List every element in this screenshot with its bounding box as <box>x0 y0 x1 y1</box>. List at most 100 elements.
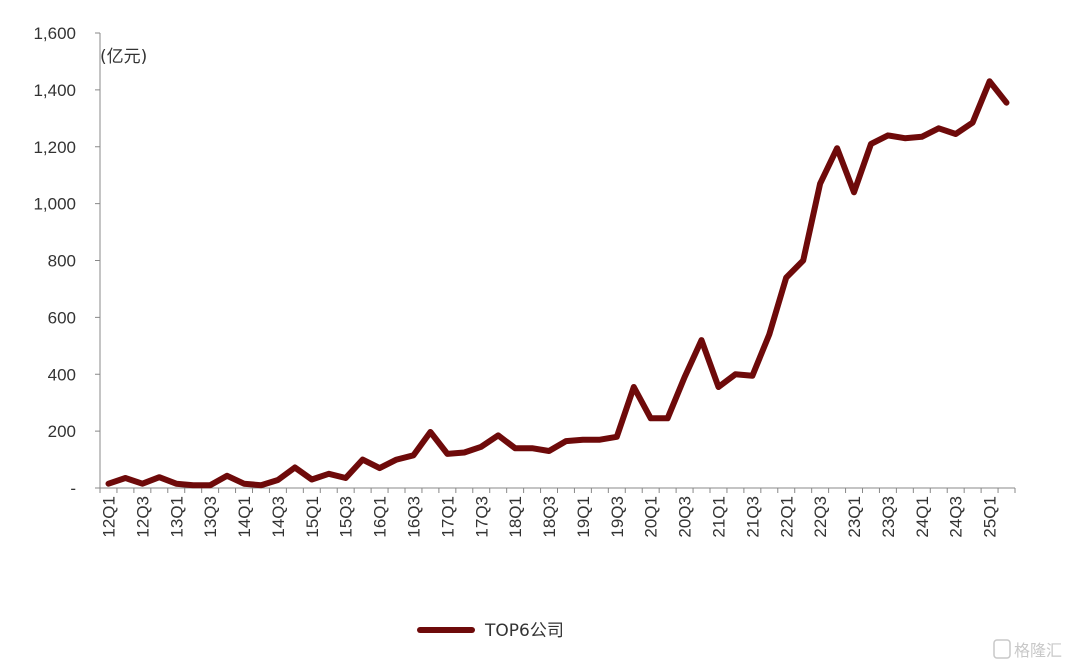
y-axis: - 200 400 600 800 1,000 1,200 1,400 1,600 <box>33 24 101 498</box>
data-point <box>749 373 755 379</box>
data-point <box>817 181 823 187</box>
x-tick-label: 14Q1 <box>235 496 254 538</box>
legend: TOP6公司 <box>417 621 564 641</box>
data-point <box>580 437 586 443</box>
data-point <box>732 371 738 377</box>
x-tick-label: 21Q1 <box>709 496 728 538</box>
data-point <box>478 444 484 450</box>
x-tick-label: 12Q1 <box>99 496 118 538</box>
data-point <box>224 473 230 479</box>
watermark-logo-icon <box>993 639 1011 659</box>
data-point <box>139 481 145 487</box>
x-tick-label: 19Q1 <box>574 496 593 538</box>
x-tick-label: 20Q1 <box>642 496 661 538</box>
x-tick-label: 23Q3 <box>879 496 898 538</box>
unit-label: (亿元) <box>100 47 147 67</box>
data-point <box>970 120 976 126</box>
x-tick-label: 19Q3 <box>608 496 627 538</box>
data-point <box>461 450 467 455</box>
data-point <box>292 465 298 470</box>
data-point <box>495 432 501 438</box>
y-tick-label: 200 <box>48 422 76 441</box>
x-tick-label: 25Q1 <box>981 496 1000 538</box>
data-point <box>343 475 349 481</box>
data-point <box>529 445 535 451</box>
data-point <box>716 384 721 390</box>
legend-label: TOP6公司 <box>484 621 564 641</box>
data-point <box>106 481 111 487</box>
x-tick-label: 18Q3 <box>540 496 559 538</box>
data-point <box>936 125 942 131</box>
data-point <box>444 451 450 457</box>
data-point <box>834 145 840 151</box>
x-tick-label: 15Q1 <box>303 496 322 538</box>
data-point <box>699 337 704 343</box>
data-point <box>377 465 383 471</box>
data-point <box>394 457 399 463</box>
data-point <box>851 189 857 195</box>
data-point <box>190 482 196 488</box>
data-point <box>987 78 993 84</box>
data-point <box>682 374 688 380</box>
data-point <box>800 258 806 263</box>
y-tick-label: 1,600 <box>33 24 76 43</box>
data-point <box>122 475 128 481</box>
x-tick-label: 15Q3 <box>337 496 356 538</box>
x-tick-label: 17Q3 <box>472 496 491 538</box>
x-tick-label: 22Q3 <box>811 496 830 538</box>
data-point <box>258 482 264 488</box>
y-tick-label: 1,200 <box>33 138 76 157</box>
data-point <box>173 481 179 487</box>
x-tick-label: 13Q3 <box>201 496 220 538</box>
data-point <box>512 445 518 451</box>
x-tick-label: 22Q1 <box>777 496 796 538</box>
data-point <box>648 415 654 421</box>
x-tick-label: 16Q1 <box>371 496 390 538</box>
data-point <box>156 474 162 480</box>
data-point <box>207 482 213 488</box>
data-point <box>665 415 671 421</box>
data-point <box>766 331 772 337</box>
x-tick-label: 18Q1 <box>506 496 525 538</box>
x-tick-label: 16Q3 <box>404 496 423 538</box>
data-point <box>902 135 908 141</box>
data-point <box>953 131 959 137</box>
x-tick-label: 14Q3 <box>269 496 288 538</box>
data-point <box>614 434 620 440</box>
data-point <box>783 275 789 281</box>
y-tick-label: - <box>70 479 76 498</box>
y-tick-label: 600 <box>48 308 76 327</box>
x-tick-label: 23Q1 <box>845 496 864 538</box>
y-tick-label: 1,000 <box>33 195 76 214</box>
series-line <box>105 78 1010 489</box>
watermark-text: 格隆汇 <box>1014 641 1062 660</box>
series-layer <box>105 78 1010 489</box>
data-point <box>919 134 925 140</box>
data-point <box>546 448 552 454</box>
data-point <box>427 429 433 435</box>
x-tick-label: 12Q3 <box>133 496 152 538</box>
data-point <box>597 437 603 443</box>
data-point <box>631 384 637 390</box>
x-tick-label: 20Q3 <box>676 496 695 538</box>
data-point <box>1004 100 1009 106</box>
data-point <box>309 477 315 482</box>
data-point <box>885 132 891 138</box>
data-point <box>275 477 281 483</box>
x-tick-label: 21Q3 <box>743 496 762 538</box>
data-point <box>563 438 569 444</box>
x-tick-label: 13Q1 <box>167 496 186 538</box>
data-point <box>411 452 416 458</box>
data-point <box>326 471 332 477</box>
data-point <box>241 481 247 487</box>
y-tick-label: 1,400 <box>33 81 76 100</box>
y-tick-label: 800 <box>48 252 76 271</box>
watermark: 格隆汇 <box>993 639 1062 660</box>
y-tick-label: 400 <box>48 365 76 384</box>
x-axis: 12Q1 12Q3 13Q1 13Q3 14Q1 14Q3 15Q1 15Q3 16Q1 16Q3… <box>99 487 1016 538</box>
data-point <box>360 457 366 463</box>
x-tick-label: 17Q1 <box>438 496 457 538</box>
data-point <box>868 141 874 147</box>
x-tick-label: 24Q3 <box>947 496 966 538</box>
